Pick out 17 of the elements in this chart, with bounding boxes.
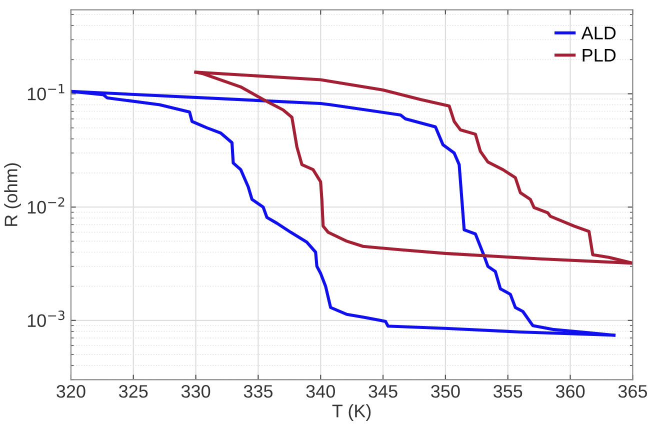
x-tick-label: 360 (556, 385, 585, 398)
y-axis-title: R (ohm) (4, 163, 21, 226)
x-tick-label: 340 (306, 385, 335, 398)
y-tick-label: 10$^{−1}$ (28, 84, 64, 100)
x-tick-label: 320 (56, 385, 86, 398)
x-tick-label: 365 (618, 385, 647, 398)
y-tick-label: 10$^{−2}$ (28, 197, 64, 214)
x-tick-label: 335 (244, 385, 273, 398)
x-axis-title: T (K) (332, 404, 371, 421)
x-tick-label: 345 (368, 385, 398, 398)
x-tick-label: 350 (431, 385, 460, 398)
legend-label: PLD (582, 49, 616, 62)
x-tick-label: 330 (181, 385, 210, 398)
y-tick-label: 10$^{−3}$ (28, 310, 64, 327)
x-tick-label: 325 (119, 385, 148, 398)
x-tick-label: 355 (493, 385, 522, 398)
legend-label: ALD (581, 26, 616, 40)
